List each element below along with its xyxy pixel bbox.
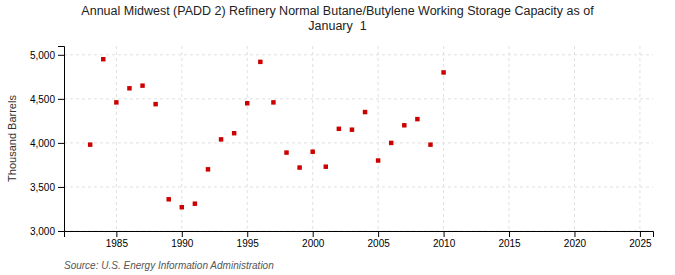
y-tick-label: 3,500 — [30, 182, 55, 193]
point — [114, 100, 118, 104]
grid-line-x — [181, 46, 182, 231]
y-tick-label: 3,000 — [30, 226, 55, 237]
point — [206, 167, 210, 171]
x-tick-label: 2020 — [564, 238, 587, 249]
x-tick-label: 1995 — [237, 238, 260, 249]
grid-line-x — [509, 46, 510, 231]
x-tick-mark — [574, 231, 575, 237]
point — [88, 142, 92, 146]
grid-line-x — [116, 46, 117, 231]
source: Source: U.S. Energy Information Administ… — [64, 260, 274, 271]
x-tick: 1995 — [237, 231, 260, 249]
x-tick: 1990 — [171, 231, 194, 249]
grid-line-x — [639, 46, 640, 231]
point — [193, 201, 197, 205]
point — [428, 142, 432, 146]
x-tick: 1985 — [106, 231, 129, 249]
x-axis: 1985 1990 1995 2000 2005 2010 2015 2020 2025 — [65, 231, 654, 249]
point — [284, 150, 288, 154]
point — [441, 70, 445, 74]
x-tick-label: 1985 — [106, 238, 129, 249]
grid-line-x — [312, 46, 313, 231]
x-tick-label: 2005 — [368, 238, 391, 249]
grid-line-y — [64, 98, 653, 99]
grid-line-y — [64, 54, 653, 55]
point — [180, 205, 184, 209]
y-tick-mark — [58, 99, 64, 100]
point — [297, 165, 301, 169]
y-axis-title: Thousand Barrels — [6, 95, 18, 182]
grid-line-x — [378, 46, 379, 231]
point — [337, 127, 341, 131]
point — [363, 110, 367, 114]
point — [232, 131, 236, 135]
point — [376, 158, 380, 162]
point — [310, 149, 314, 153]
x-tick: 2000 — [302, 231, 325, 249]
point — [245, 101, 249, 105]
grid-line-x — [574, 46, 575, 231]
point — [219, 137, 223, 141]
x-tick-mark — [509, 231, 510, 237]
title-line: January 1 — [308, 19, 366, 33]
point — [101, 57, 105, 61]
x-tick-label: 2010 — [433, 238, 456, 249]
point — [153, 102, 157, 106]
y-tick-mark — [58, 55, 64, 56]
x-tick-label: 2000 — [302, 238, 325, 249]
y-tick-mark — [58, 143, 64, 144]
point — [415, 117, 419, 121]
plot: 1985 1990 1995 2000 2005 2010 2015 2020 2025 3,00… — [30, 46, 654, 249]
x-tick: 2020 — [564, 231, 587, 249]
y-tick-mark — [58, 187, 64, 188]
x-tick: 2005 — [368, 231, 391, 249]
title-line: Annual Midwest (PADD 2) Refinery Normal … — [81, 4, 594, 18]
point — [166, 197, 170, 201]
x-tick-mark — [182, 231, 183, 237]
grid-line-y — [64, 142, 653, 143]
y-tick: 3,500 — [30, 182, 64, 193]
point — [324, 164, 328, 168]
x-tick: 2010 — [433, 231, 456, 249]
y-tick-label: 4,500 — [30, 94, 55, 105]
y-tick: 5,000 — [30, 50, 64, 61]
y-tick-mark — [58, 231, 64, 232]
grid-line-y — [64, 186, 653, 187]
point — [140, 83, 144, 87]
y-tick-label: 4,000 — [30, 138, 55, 149]
x-tick-mark — [247, 231, 248, 237]
x-tick-label: 1990 — [171, 238, 194, 249]
y-tick: 4,500 — [30, 94, 64, 105]
x-tick: 2025 — [629, 231, 652, 249]
y-tick: 3,000 — [30, 226, 64, 237]
x-tick-mark — [313, 231, 314, 237]
x-axis-line — [65, 232, 654, 238]
chart: Annual Midwest (PADD 2) Refinery Normal … — [0, 0, 675, 275]
x-tick-mark — [640, 231, 641, 237]
point — [127, 86, 131, 90]
point — [258, 60, 262, 64]
x-tick-mark — [444, 231, 445, 237]
grid — [64, 46, 653, 231]
y-axis-line — [58, 47, 65, 232]
marks — [88, 57, 446, 209]
point — [350, 127, 354, 131]
grid-line-x — [247, 46, 248, 231]
y-tick: 4,000 — [30, 138, 64, 149]
x-tick-label: 2025 — [629, 238, 652, 249]
x-tick-label: 2015 — [498, 238, 521, 249]
x-tick-mark — [378, 231, 379, 237]
x-tick: 2015 — [498, 231, 521, 249]
point — [389, 141, 393, 145]
x-tick-mark — [116, 231, 117, 237]
y-axis: 3,000 3,500 4,000 4,500 5,000 — [30, 47, 65, 237]
point — [271, 100, 275, 104]
title: Annual Midwest (PADD 2) Refinery Normal … — [81, 4, 594, 33]
y-tick-label: 5,000 — [30, 50, 55, 61]
point — [402, 123, 406, 127]
